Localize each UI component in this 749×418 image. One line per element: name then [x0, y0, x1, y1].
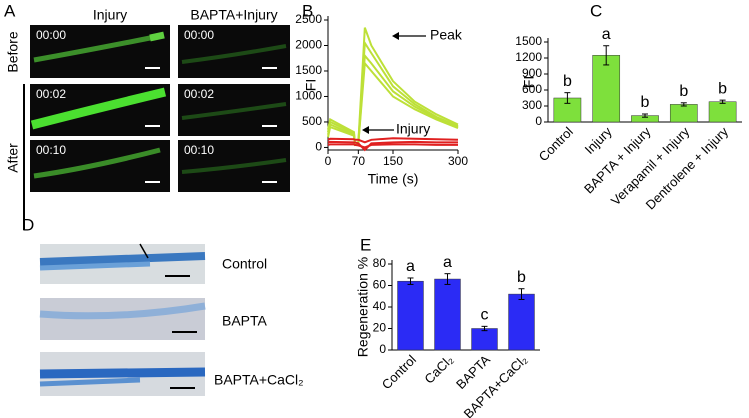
column-label: Injury — [93, 7, 127, 23]
annotation: Injury — [396, 121, 430, 137]
y-tick-label: 0 — [379, 342, 386, 356]
significance-letter: b — [718, 80, 727, 97]
y-tick-label: 600 — [522, 82, 542, 96]
bar — [708, 101, 737, 123]
x-tick-label: 70 — [352, 154, 366, 168]
y-tick-label: 60 — [373, 278, 387, 292]
timestamp: 00:00 — [36, 28, 66, 42]
y-tick-label: 80 — [373, 256, 387, 270]
panel-label: A — [4, 1, 16, 20]
y-tick-label: 1500 — [295, 63, 322, 77]
micrograph-d — [39, 243, 206, 396]
y-tick-label: 40 — [373, 299, 387, 313]
timestamp: 00:02 — [36, 87, 66, 101]
y-tick-label: 500 — [302, 114, 322, 128]
panel-label: D — [22, 215, 34, 234]
significance-letter: a — [406, 258, 415, 275]
panel-label: C — [590, 1, 602, 20]
timestamp: 00:10 — [184, 143, 214, 157]
y-tick-label: 0 — [535, 114, 542, 128]
arrow-head — [392, 32, 399, 40]
timestamp: 00:00 — [184, 28, 214, 42]
y-tick-label: 900 — [522, 66, 542, 80]
column-label: BAPTA+Injury — [190, 7, 277, 23]
x-tick-label: BAPTA+CaCl₂ — [461, 352, 530, 418]
annotation: Peak — [430, 27, 463, 43]
significance-letter: a — [443, 254, 452, 271]
line-series — [327, 60, 459, 147]
significance-letter: b — [517, 269, 526, 286]
bar — [471, 328, 498, 351]
bar — [592, 55, 621, 123]
line-series — [327, 137, 459, 144]
x-tick-label: 0 — [325, 154, 332, 168]
image-label: BAPTA+CaCl₂ — [214, 372, 304, 388]
image-label: BAPTA — [222, 313, 268, 329]
line-series — [327, 140, 458, 152]
bar — [508, 293, 535, 351]
x-tick-label: Control — [536, 124, 576, 164]
significance-letter: b — [679, 83, 688, 100]
x-tick-label: 150 — [383, 154, 403, 168]
row-label: Before — [5, 31, 21, 72]
bar — [669, 104, 698, 123]
y-axis-label: FI — [303, 79, 319, 91]
y-axis-label: FI — [521, 76, 537, 88]
y-tick-label: 0 — [315, 140, 322, 154]
y-tick-label: 1000 — [295, 89, 322, 103]
x-tick-label: 300 — [448, 154, 468, 168]
bar — [397, 280, 424, 351]
x-tick-label: Control — [379, 352, 419, 392]
y-tick-label: 2000 — [295, 38, 322, 52]
y-tick-label: 1500 — [515, 34, 542, 48]
line-series — [327, 39, 459, 146]
x-tick-label: CaCl₂ — [421, 352, 456, 387]
bar — [434, 278, 461, 351]
x-tick-label: Injury — [582, 124, 615, 157]
y-axis-label: Regeneration % — [355, 257, 371, 357]
y-tick-label: 300 — [522, 98, 542, 112]
line-series — [327, 27, 459, 145]
timestamp: 00:02 — [184, 87, 214, 101]
x-tick-label: BAPTA + Injury — [581, 124, 654, 197]
significance-letter: b — [563, 73, 572, 90]
significance-letter: a — [602, 26, 611, 43]
row-label: After — [5, 143, 21, 173]
y-tick-label: 2500 — [295, 12, 322, 26]
line-series — [327, 143, 458, 149]
panel-label: E — [360, 235, 371, 254]
arrow-head — [362, 126, 369, 134]
micrograph-a — [30, 25, 290, 192]
panel-label: B — [302, 1, 313, 20]
y-tick-label: 1200 — [515, 50, 542, 64]
y-tick-label: 20 — [373, 321, 387, 335]
timestamp: 00:10 — [36, 143, 66, 157]
image-label: Control — [222, 256, 267, 272]
significance-letter: c — [481, 307, 489, 324]
line-series — [327, 53, 459, 146]
x-axis-label: Time (s) — [368, 171, 419, 187]
significance-letter: b — [641, 94, 650, 111]
